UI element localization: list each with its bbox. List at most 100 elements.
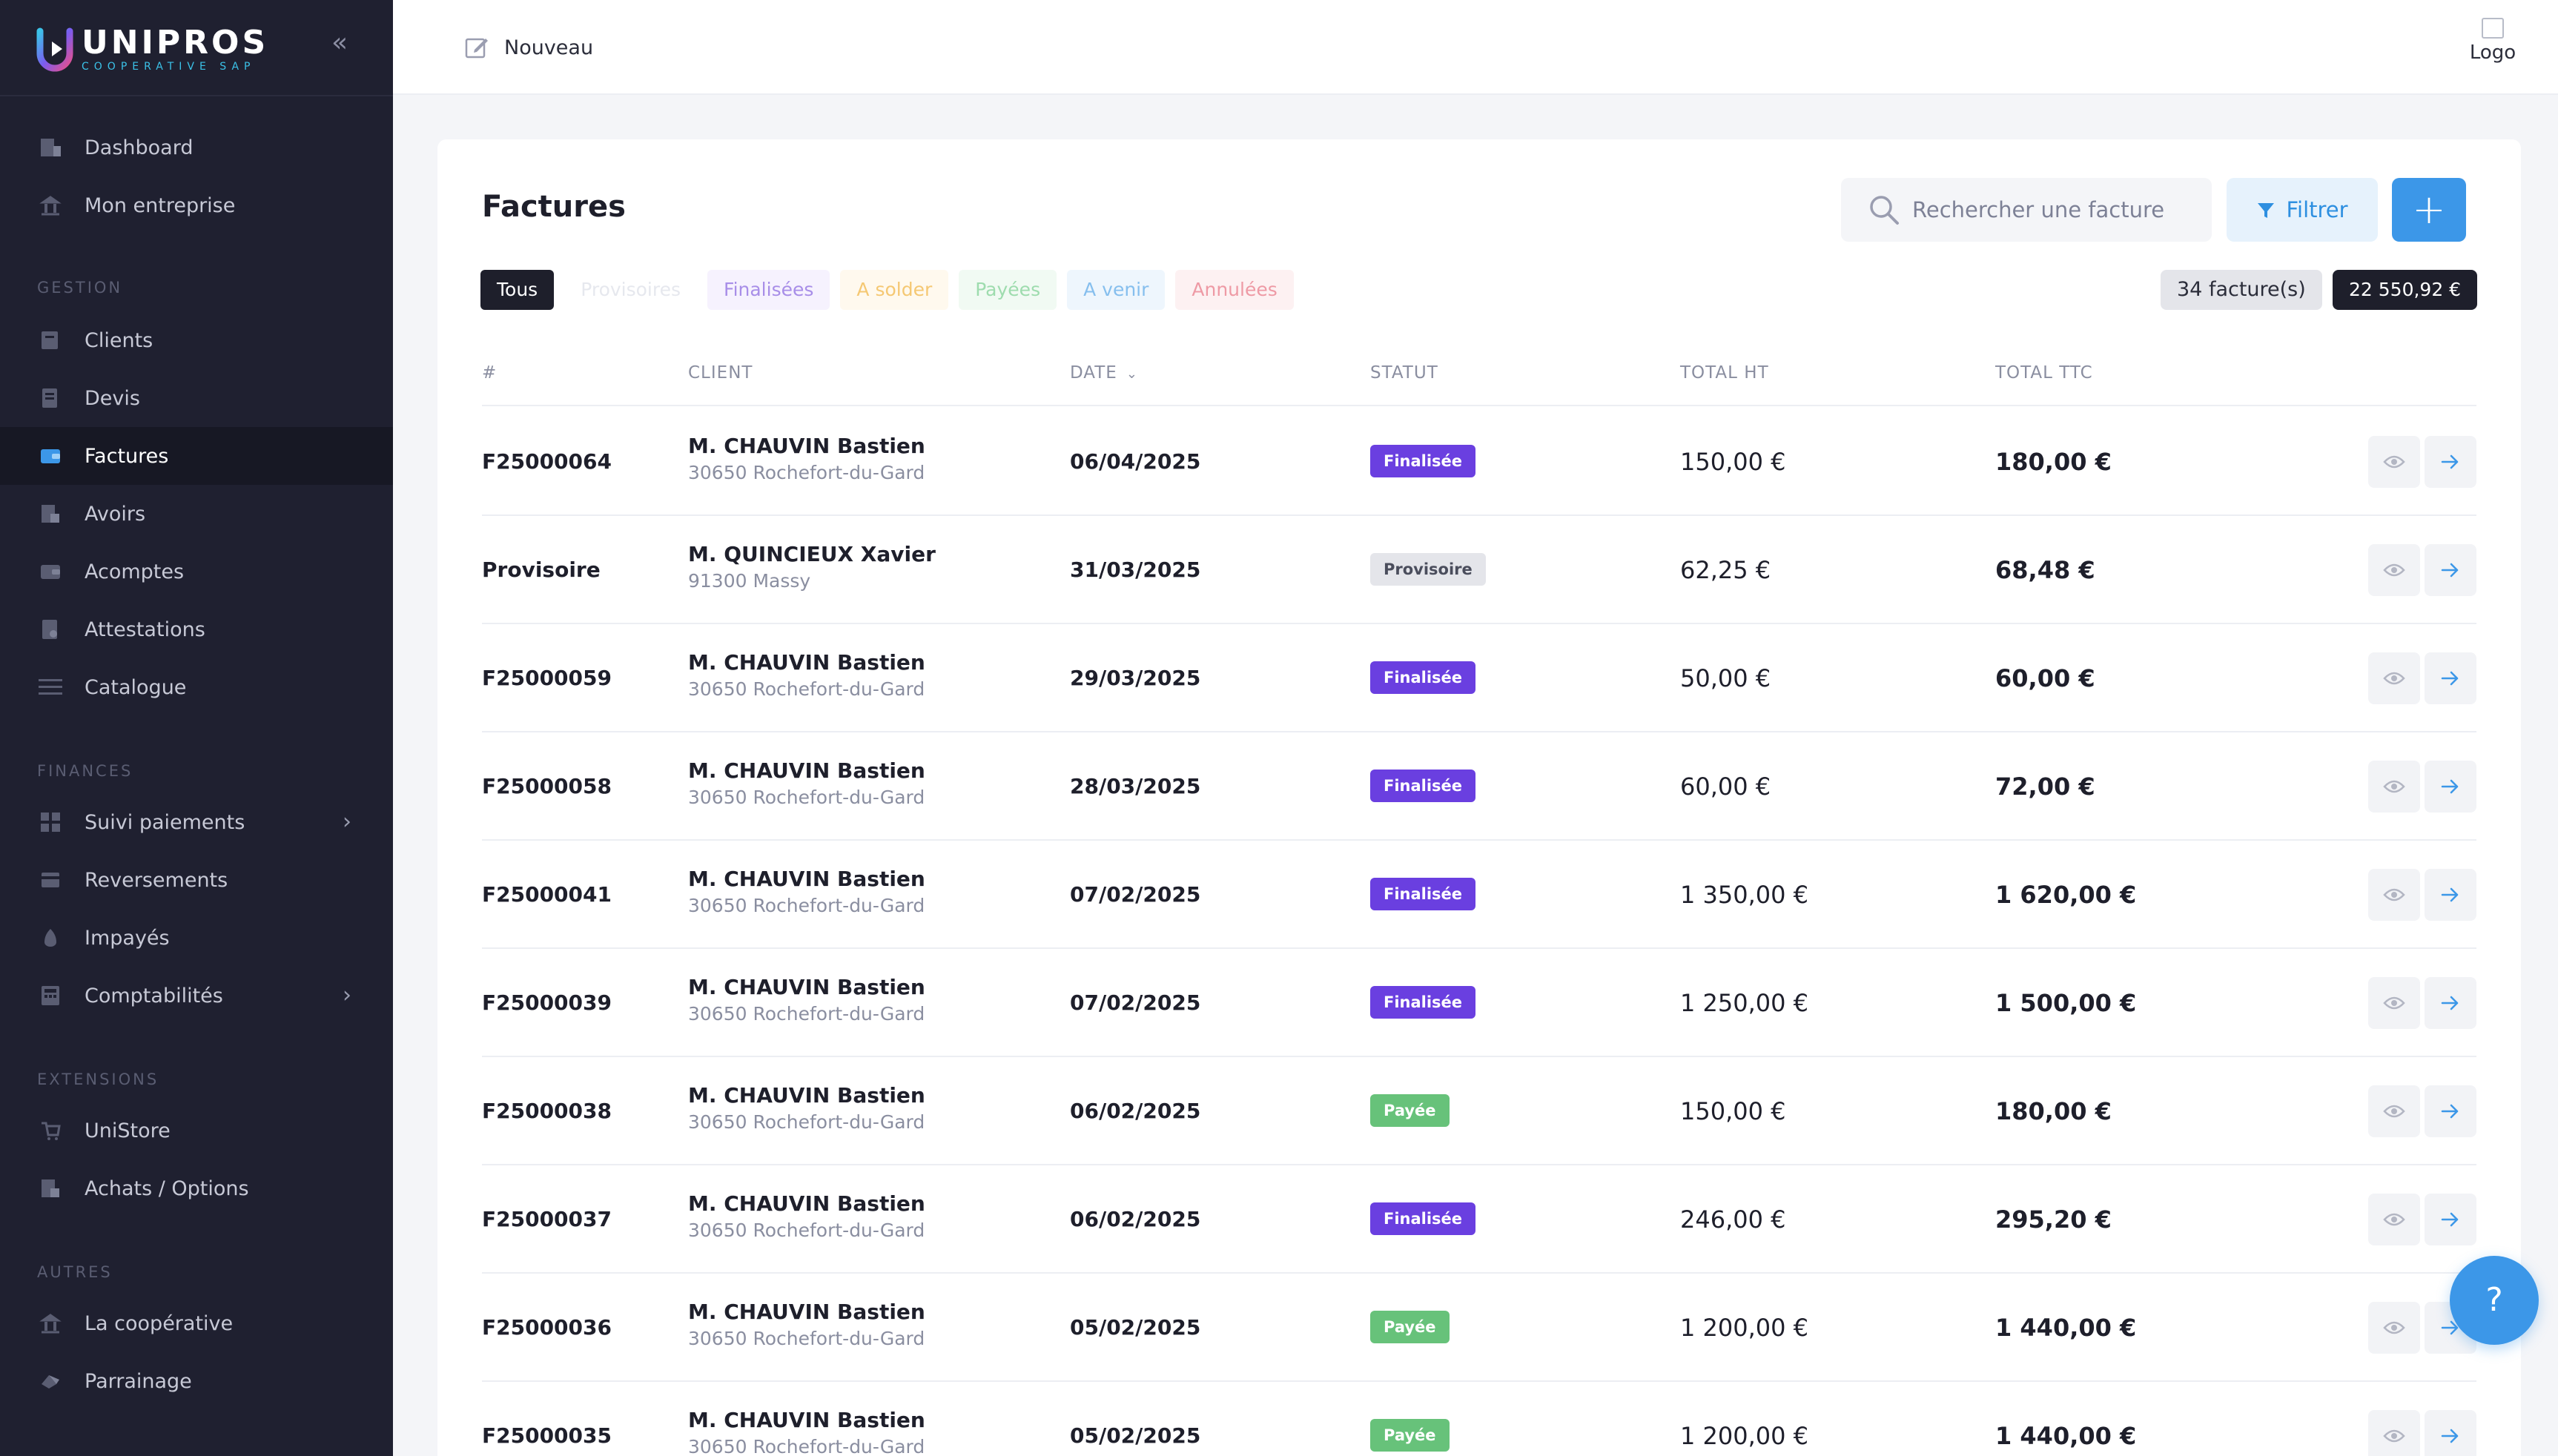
sidebar-item-label: Catalogue <box>85 675 187 699</box>
tab-finalisees[interactable]: Finalisées <box>707 270 830 310</box>
collapse-sidebar-icon[interactable]: « <box>331 27 348 58</box>
invoice-number: F25000039 <box>482 990 612 1015</box>
table-row[interactable]: F25000038 M. CHAUVIN Bastien 30650 Rochefo… <box>482 1057 2476 1165</box>
sidebar-item-impayes[interactable]: Impayés <box>0 909 393 967</box>
client-city: 91300 Massy <box>688 570 811 592</box>
add-invoice-button[interactable]: + <box>2392 178 2466 242</box>
tab-a-venir[interactable]: A venir <box>1067 270 1166 310</box>
view-button[interactable] <box>2368 977 2420 1029</box>
open-invoice-button[interactable] <box>2425 761 2476 813</box>
table-row[interactable]: F25000039 M. CHAUVIN Bastien 30650 Rochefo… <box>482 949 2476 1057</box>
nav-finances: Suivi paiements › Reversements Impayés C… <box>0 793 393 1025</box>
view-button[interactable] <box>2368 544 2420 596</box>
search-box[interactable] <box>1841 178 2212 242</box>
table-row[interactable]: F25000058 M. CHAUVIN Bastien 30650 Rochefo… <box>482 732 2476 841</box>
sidebar-item-label: Attestations <box>85 618 205 641</box>
sidebar-item-la-cooperative[interactable]: La coopérative <box>0 1294 393 1352</box>
view-button[interactable] <box>2368 1302 2420 1354</box>
client-cell: M. CHAUVIN Bastien 30650 Rochefort-du-Gar… <box>688 1407 925 1456</box>
sidebar-item-dashboard[interactable]: Dashboard <box>0 119 393 176</box>
tab-provisoires[interactable]: Provisoires <box>581 279 681 300</box>
invoice-date: 05/02/2025 <box>1070 1315 1201 1340</box>
view-button[interactable] <box>2368 869 2420 921</box>
client-name: M. CHAUVIN Bastien <box>688 650 925 675</box>
sidebar-item-mon-entreprise[interactable]: Mon entreprise <box>0 176 393 234</box>
eye-icon <box>2383 672 2405 685</box>
view-button[interactable] <box>2368 1410 2420 1456</box>
sidebar-item-catalogue[interactable]: Catalogue <box>0 658 393 716</box>
brand-logo[interactable]: UNIPROS COOPERATIVE SAP <box>36 24 268 76</box>
deposit-icon <box>37 558 64 585</box>
client-name: M. CHAUVIN Bastien <box>688 867 925 891</box>
invoice-number: F25000037 <box>482 1207 612 1231</box>
open-invoice-button[interactable] <box>2425 544 2476 596</box>
client-cell: M. CHAUVIN Bastien 30650 Rochefort-du-Gar… <box>688 1191 925 1244</box>
company-logo-alt: Logo <box>2469 42 2516 64</box>
sidebar-item-attestations[interactable]: Attestations <box>0 600 393 658</box>
column-header-total-ht[interactable]: TOTAL HT <box>1680 363 1769 383</box>
new-button-label: Nouveau <box>504 36 594 59</box>
open-invoice-button[interactable] <box>2425 869 2476 921</box>
help-button[interactable]: ? <box>2450 1256 2539 1345</box>
invoice-total-badge: 22 550,92 € <box>2333 270 2478 310</box>
view-button[interactable] <box>2368 1085 2420 1137</box>
open-invoice-button[interactable] <box>2425 977 2476 1029</box>
table-row[interactable]: F25000036 M. CHAUVIN Bastien 30650 Rochefo… <box>482 1274 2476 1382</box>
open-invoice-button[interactable] <box>2425 1194 2476 1245</box>
sidebar-item-unistore[interactable]: UniStore <box>0 1102 393 1159</box>
table-row[interactable]: Provisoire M. QUINCIEUX Xavier 91300 Massy… <box>482 516 2476 624</box>
view-button[interactable] <box>2368 1194 2420 1245</box>
sidebar-item-factures[interactable]: Factures <box>0 427 393 485</box>
open-invoice-button[interactable] <box>2425 436 2476 488</box>
page-title: Factures <box>482 190 626 224</box>
table-row[interactable]: F25000059 M. CHAUVIN Bastien 30650 Rochefo… <box>482 624 2476 732</box>
sidebar-item-parrainage[interactable]: Parrainage <box>0 1352 393 1410</box>
client-name: M. CHAUVIN Bastien <box>688 1191 925 1216</box>
open-invoice-button[interactable] <box>2425 652 2476 704</box>
new-button[interactable]: Nouveau <box>464 33 593 62</box>
filter-button[interactable]: Filtrer <box>2227 178 2378 242</box>
view-button[interactable] <box>2368 761 2420 813</box>
arrow-right-icon <box>2441 1212 2459 1227</box>
column-header-status[interactable]: STATUT <box>1370 363 1438 383</box>
sidebar-item-achats-options[interactable]: Achats / Options <box>0 1159 393 1217</box>
column-header-client[interactable]: CLIENT <box>688 363 753 383</box>
open-invoice-button[interactable] <box>2425 1410 2476 1456</box>
tab-payees[interactable]: Payées <box>959 270 1057 310</box>
section-label-gestion: GESTION <box>37 279 123 297</box>
sidebar-item-avoirs[interactable]: Avoirs <box>0 485 393 543</box>
sidebar-item-comptabilites[interactable]: Comptabilités › <box>0 967 393 1025</box>
table-row[interactable]: F25000037 M. CHAUVIN Bastien 30650 Rochefo… <box>482 1165 2476 1274</box>
table-row[interactable]: F25000064 M. CHAUVIN Bastien 30650 Rochefo… <box>482 408 2476 516</box>
client-cell: M. QUINCIEUX Xavier 91300 Massy <box>688 541 936 595</box>
column-header-total-ttc[interactable]: TOTAL TTC <box>1995 363 2093 383</box>
search-input[interactable] <box>1912 197 2194 222</box>
dashboard-icon <box>37 134 64 161</box>
sidebar-item-acomptes[interactable]: Acomptes <box>0 543 393 600</box>
total-ttc: 295,20 € <box>1995 1205 2112 1234</box>
sidebar-item-devis[interactable]: Devis <box>0 369 393 427</box>
tab-annulees[interactable]: Annulées <box>1175 270 1294 310</box>
invoices-card: Factures Filtrer + Tous Provisoires Fina… <box>437 139 2521 1456</box>
table-row[interactable]: F25000041 M. CHAUVIN Bastien 30650 Rochefo… <box>482 841 2476 949</box>
arrow-right-icon <box>2441 454 2459 469</box>
sidebar-item-suivi-paiements[interactable]: Suivi paiements › <box>0 793 393 851</box>
topbar: Nouveau Logo <box>393 0 2558 95</box>
sidebar-item-label: Parrainage <box>85 1369 192 1393</box>
sidebar-item-clients[interactable]: Clients <box>0 311 393 369</box>
table-row[interactable]: F25000035 M. CHAUVIN Bastien 30650 Rochefo… <box>482 1382 2476 1456</box>
column-header-num[interactable]: # <box>482 363 498 383</box>
tab-tous[interactable]: Tous <box>480 270 555 310</box>
open-invoice-button[interactable] <box>2425 1085 2476 1137</box>
view-button[interactable] <box>2368 436 2420 488</box>
tab-a-solder[interactable]: A solder <box>840 270 949 310</box>
sidebar-item-label: Clients <box>85 328 153 352</box>
column-header-date-label: DATE <box>1070 363 1117 383</box>
section-label-finances: FINANCES <box>37 762 133 780</box>
sidebar-item-reversements[interactable]: Reversements <box>0 851 393 909</box>
view-button[interactable] <box>2368 652 2420 704</box>
search-icon <box>1868 193 1900 226</box>
invoice-number: F25000058 <box>482 774 612 798</box>
column-header-date[interactable]: DATE ⌄ <box>1070 363 1138 383</box>
referral-icon <box>37 1368 64 1394</box>
